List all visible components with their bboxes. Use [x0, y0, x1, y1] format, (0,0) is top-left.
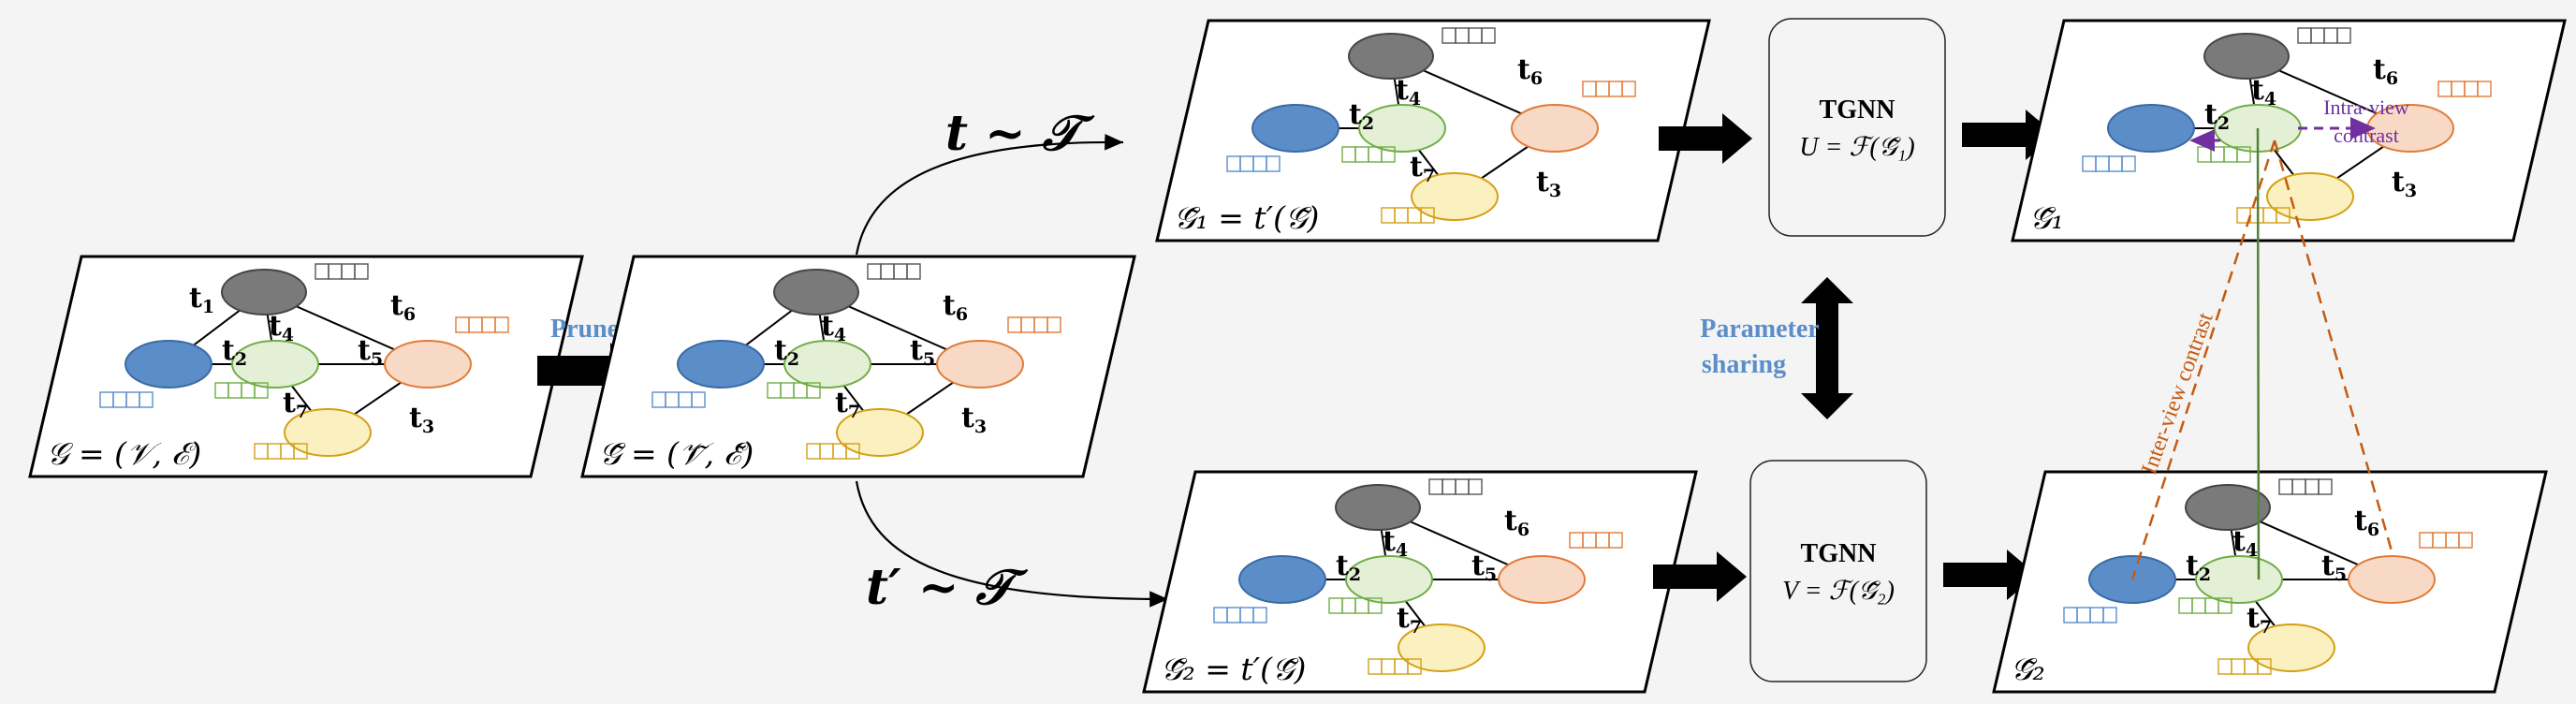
svg-text:t6: t6 — [2354, 505, 2379, 540]
view2-graph: t2 t4 t5 t6 t7 𝒢̃₂ = t′(𝒢̃) — [1144, 472, 1696, 692]
svg-text:t2: t2 — [1336, 550, 1361, 585]
svg-text:t2: t2 — [774, 334, 799, 370]
svg-text:t3: t3 — [961, 402, 987, 437]
tgnn-to-out2-arrow — [1943, 550, 2037, 600]
augment-top-label: t ~ 𝒯 — [945, 105, 1095, 162]
svg-text:t2: t2 — [2186, 550, 2211, 585]
svg-text:Intra-view: Intra-view — [2323, 95, 2409, 119]
svg-text:t7: t7 — [1397, 602, 1422, 638]
out1-graph-label: 𝒢̃₁ — [2029, 199, 2064, 236]
augment-bottom-label: t′ ~ 𝒯 — [866, 559, 1029, 616]
tgnn-top-title: TGNN — [1820, 95, 1895, 125]
view1-graph: t2 t4 t6 t7 t3 𝒢̃₁ = t′(𝒢̃) — [1157, 21, 1709, 241]
svg-text:t1: t1 — [189, 282, 214, 317]
out2-graph-label: 𝒢̃₂ — [2011, 651, 2045, 687]
svg-text:t7: t7 — [835, 387, 860, 422]
svg-text:Parameter: Parameter — [1700, 315, 1819, 344]
tgnn-to-out1-arrow — [1962, 110, 2056, 160]
tgnn-top-formula: U = ℱ(𝒢̃₁) — [1799, 133, 1914, 162]
svg-text:contrast: contrast — [2334, 124, 2399, 147]
out1-graph: t2 t4 t6 t3 𝒢̃₁ — [2012, 21, 2565, 241]
out2-graph: t2 t4 t5 t6 t7 𝒢̃₂ — [1994, 472, 2546, 692]
svg-text:t7: t7 — [2247, 602, 2272, 638]
svg-text:t4: t4 — [2251, 74, 2276, 110]
svg-text:sharing: sharing — [1702, 350, 1786, 379]
tgnn-bottom-title: TGNN — [1801, 539, 1877, 568]
view2-to-tgnn-arrow — [1653, 551, 1747, 602]
svg-text:t3: t3 — [2392, 166, 2417, 201]
original-graph: t1 t2 t4 t5 t6 t7 t3 𝒢 = (𝒱, ℰ) — [30, 257, 582, 477]
svg-text:t6: t6 — [2373, 53, 2398, 89]
svg-text:t4: t4 — [269, 310, 294, 345]
tgnn-bottom-formula: V = ℱ(𝒢̃₂) — [1782, 577, 1895, 606]
tgnn-bottom-box: TGNN V = ℱ(𝒢̃₂) — [1749, 460, 1927, 682]
parameter-sharing-arrow: Parameter sharing — [1700, 277, 1853, 419]
original-graph-label: 𝒢 = (𝒱, ℰ) — [47, 435, 201, 472]
view1-to-tgnn-arrow — [1659, 113, 1752, 164]
tgnn-top-box: TGNN U = ℱ(𝒢̃₁) — [1768, 18, 1946, 237]
inter-view-label: Inter-view contrast — [2137, 309, 2218, 477]
view1-graph-label: 𝒢̃₁ = t′(𝒢̃) — [1174, 199, 1319, 236]
svg-text:t4: t4 — [1396, 74, 1421, 110]
augmentation-curves: t ~ 𝒯 t′ ~ 𝒯 — [855, 105, 1169, 616]
svg-text:t7: t7 — [1410, 151, 1435, 186]
svg-text:t4: t4 — [2232, 525, 2258, 561]
view2-graph-label: 𝒢̃₂ = t′(𝒢̃) — [1161, 651, 1306, 687]
svg-text:t2: t2 — [2204, 98, 2230, 134]
svg-text:t5: t5 — [1471, 550, 1497, 585]
svg-text:t6: t6 — [390, 289, 416, 325]
intra-view-contrast: Intra-view contrast — [2189, 95, 2409, 152]
svg-text:t4: t4 — [1383, 525, 1408, 561]
svg-text:t5: t5 — [2321, 550, 2347, 585]
svg-text:t7: t7 — [283, 387, 308, 422]
svg-text:t3: t3 — [409, 402, 434, 437]
svg-text:t4: t4 — [821, 310, 846, 345]
pruned-graph: t2 t4 t5 t6 t7 t3 𝒢̃ = (𝒱̃, ℰ̃) — [582, 257, 1134, 477]
svg-text:t6: t6 — [1504, 505, 1530, 540]
svg-text:t6: t6 — [1517, 53, 1543, 89]
pruned-graph-label: 𝒢̃ = (𝒱̃, ℰ̃) — [599, 435, 754, 472]
svg-text:t2: t2 — [222, 334, 247, 370]
svg-text:t6: t6 — [943, 289, 968, 325]
prune-label: Prune — [550, 315, 619, 344]
svg-text:t5: t5 — [910, 334, 935, 370]
svg-text:t2: t2 — [1349, 98, 1374, 134]
svg-text:t3: t3 — [1536, 166, 1561, 201]
svg-text:t5: t5 — [358, 334, 383, 370]
